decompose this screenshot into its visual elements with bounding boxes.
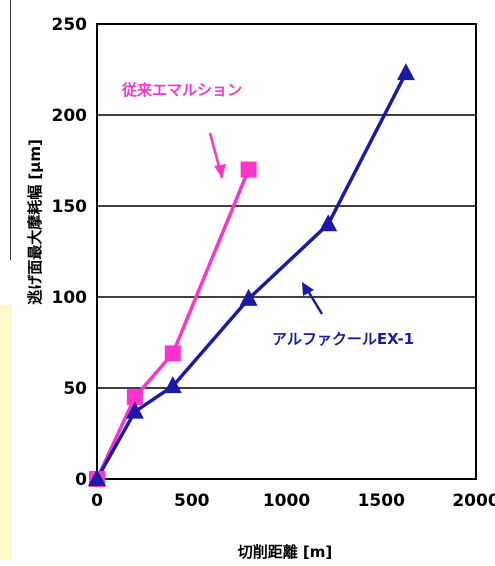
series-line-1 <box>95 72 408 480</box>
y-tick-150: 150 <box>52 197 88 217</box>
x-tick-2000: 2000 <box>452 491 495 511</box>
left-cropped-strip <box>0 0 14 566</box>
plot-frame <box>96 23 477 480</box>
marker-s1-p5 <box>396 63 415 81</box>
marker-s0-p3 <box>240 161 257 178</box>
marker-s0-p2 <box>164 345 181 362</box>
series-lines <box>95 72 408 480</box>
y-tick-50: 50 <box>63 379 87 399</box>
marker-s1-p2 <box>163 376 182 394</box>
y-tick-0: 0 <box>75 470 87 490</box>
marker-s1-p0 <box>88 469 106 486</box>
x-tick-500: 500 <box>174 491 210 511</box>
x-tick-1500: 1500 <box>358 491 405 511</box>
x-tick-0: 0 <box>91 491 103 511</box>
cropped-table-edge <box>0 0 11 260</box>
series-label-alphacool: アルファクールEX-1 <box>272 330 414 348</box>
y-tick-250: 250 <box>52 15 88 35</box>
marker-s1-p4 <box>319 214 338 232</box>
grid-lines <box>97 114 476 389</box>
x-tick-labels: 0 500 1000 1500 2000 <box>91 491 495 511</box>
series-markers <box>88 63 415 487</box>
cropped-highlight-edge <box>0 305 12 560</box>
y-tick-labels: 0 50 100 150 200 250 <box>52 15 88 490</box>
series-label-emulsion: 従来エマルション <box>121 81 242 99</box>
y-tick-200: 200 <box>52 106 88 126</box>
y-tick-100: 100 <box>52 288 88 308</box>
marker-s1-p3 <box>239 288 258 306</box>
callout-arrow-alphacool <box>302 282 324 315</box>
x-axis-title: 切削距離 [m] <box>238 543 333 561</box>
callout-arrow-emulsion <box>208 132 226 179</box>
y-axis-title: 逃げ面最大摩耗幅 [μm] <box>26 139 44 305</box>
marker-s1-p1 <box>125 401 144 419</box>
x-tick-1000: 1000 <box>263 491 310 511</box>
series-line-0 <box>95 168 251 480</box>
marker-s0-p1 <box>126 389 143 406</box>
